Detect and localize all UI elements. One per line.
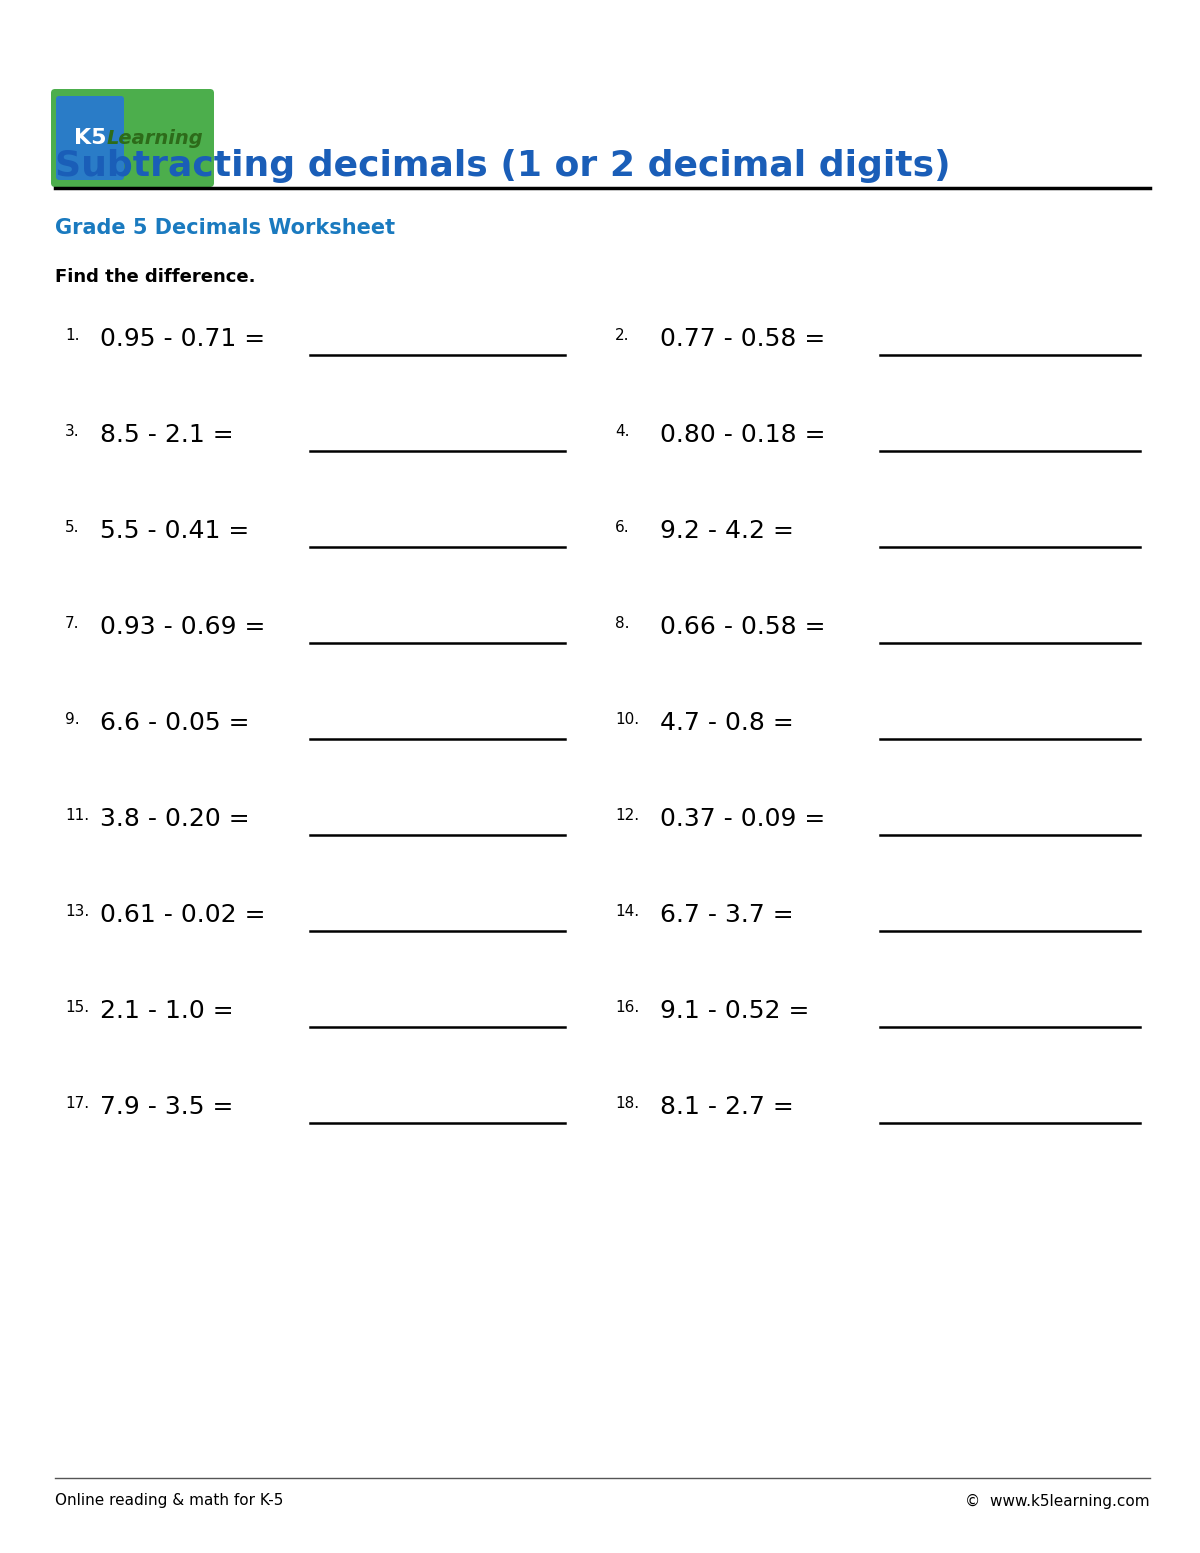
Text: 5.: 5. [65, 520, 79, 534]
Text: 15.: 15. [65, 1000, 89, 1016]
Text: 6.7 - 3.7 =: 6.7 - 3.7 = [660, 902, 793, 927]
Text: K5: K5 [73, 127, 107, 148]
Text: Grade 5 Decimals Worksheet: Grade 5 Decimals Worksheet [55, 217, 395, 238]
Text: ©  www.k5learning.com: © www.k5learning.com [965, 1494, 1150, 1508]
FancyBboxPatch shape [50, 89, 214, 186]
Text: 5.5 - 0.41 =: 5.5 - 0.41 = [100, 519, 250, 544]
Text: 0.37 - 0.09 =: 0.37 - 0.09 = [660, 808, 826, 831]
Text: 8.1 - 2.7 =: 8.1 - 2.7 = [660, 1095, 793, 1120]
Text: 9.: 9. [65, 711, 79, 727]
Text: 0.66 - 0.58 =: 0.66 - 0.58 = [660, 615, 826, 638]
Text: 4.7 - 0.8 =: 4.7 - 0.8 = [660, 711, 793, 735]
Text: 7.: 7. [65, 617, 79, 631]
Text: 8.5 - 2.1 =: 8.5 - 2.1 = [100, 422, 234, 447]
Text: 17.: 17. [65, 1096, 89, 1110]
Text: 0.80 - 0.18 =: 0.80 - 0.18 = [660, 422, 826, 447]
Text: 0.93 - 0.69 =: 0.93 - 0.69 = [100, 615, 265, 638]
Text: 7.9 - 3.5 =: 7.9 - 3.5 = [100, 1095, 233, 1120]
Text: 9.2 - 4.2 =: 9.2 - 4.2 = [660, 519, 794, 544]
Text: 13.: 13. [65, 904, 89, 919]
Text: 0.95 - 0.71 =: 0.95 - 0.71 = [100, 328, 265, 351]
Text: Subtracting decimals (1 or 2 decimal digits): Subtracting decimals (1 or 2 decimal dig… [55, 149, 950, 183]
Text: Online reading & math for K-5: Online reading & math for K-5 [55, 1494, 283, 1508]
Text: 2.: 2. [616, 328, 630, 343]
Text: 2.1 - 1.0 =: 2.1 - 1.0 = [100, 999, 234, 1023]
Text: 3.: 3. [65, 424, 79, 439]
Text: 8.: 8. [616, 617, 630, 631]
Text: Find the difference.: Find the difference. [55, 269, 256, 286]
Text: 10.: 10. [616, 711, 640, 727]
Text: 6.: 6. [616, 520, 630, 534]
Text: 18.: 18. [616, 1096, 640, 1110]
Text: 9.1 - 0.52 =: 9.1 - 0.52 = [660, 999, 809, 1023]
Text: 16.: 16. [616, 1000, 640, 1016]
Text: 1.: 1. [65, 328, 79, 343]
Text: 3.8 - 0.20 =: 3.8 - 0.20 = [100, 808, 250, 831]
Text: Learning: Learning [107, 129, 203, 148]
FancyBboxPatch shape [56, 96, 124, 180]
Text: 14.: 14. [616, 904, 640, 919]
Text: 12.: 12. [616, 808, 640, 823]
Text: 0.77 - 0.58 =: 0.77 - 0.58 = [660, 328, 826, 351]
Text: 4.: 4. [616, 424, 630, 439]
Text: 6.6 - 0.05 =: 6.6 - 0.05 = [100, 711, 250, 735]
Text: 0.61 - 0.02 =: 0.61 - 0.02 = [100, 902, 265, 927]
Text: 11.: 11. [65, 808, 89, 823]
